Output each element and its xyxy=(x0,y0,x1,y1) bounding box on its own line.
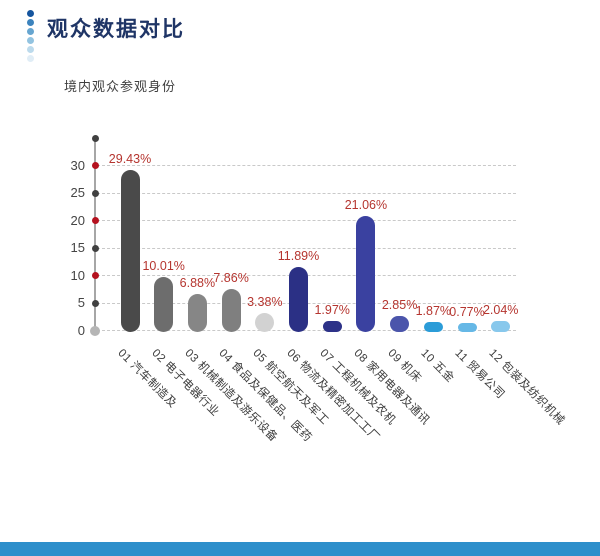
chart-title: 境内观众参观身份 xyxy=(64,79,177,94)
accent-dot-icon xyxy=(27,10,34,17)
y-axis-tick-label: 5 xyxy=(77,295,85,310)
bar xyxy=(289,267,308,332)
y-axis-tick-dot xyxy=(91,272,99,279)
gridline xyxy=(97,165,516,166)
y-axis-tick-label: 15 xyxy=(70,240,85,255)
bar-value-label: 21.06% xyxy=(344,198,388,212)
bar-value-label: 3.38% xyxy=(247,295,283,309)
accent-dot-icon xyxy=(27,46,34,53)
y-axis-tick-dot xyxy=(91,217,99,224)
y-axis-tick-label: 10 xyxy=(70,267,85,283)
bar xyxy=(390,316,410,332)
accent-dot-icon xyxy=(27,55,34,62)
gridline xyxy=(97,247,516,249)
bar xyxy=(120,170,140,332)
footer-bar xyxy=(0,542,600,556)
y-axis-tick-label: 25 xyxy=(70,185,85,200)
bar xyxy=(457,323,477,332)
y-axis-tick-label: 30 xyxy=(70,157,85,173)
y-axis-cap-dot xyxy=(91,134,99,142)
bar xyxy=(322,321,342,332)
bar xyxy=(356,216,376,332)
accent-dot-icon xyxy=(27,37,34,44)
accent-dot-icon xyxy=(27,28,34,35)
y-axis-tick-label: 0 xyxy=(77,322,85,338)
y-axis-tick-dot xyxy=(91,244,99,252)
bar-value-label: 0.77% xyxy=(449,305,485,319)
bar-value-label: 2.85% xyxy=(381,298,418,312)
y-axis-tick-dot xyxy=(91,189,99,197)
bar xyxy=(187,294,207,332)
bar-value-label: 11.89% xyxy=(277,249,320,263)
gridline xyxy=(97,330,516,331)
bar-value-label: 7.86% xyxy=(213,271,249,285)
title-accent-dots-icon xyxy=(27,10,35,64)
bar xyxy=(221,289,241,332)
x-axis-category-label: 10 五金 xyxy=(418,347,457,385)
y-axis-tick-dot xyxy=(91,299,99,307)
y-axis-tick-dot xyxy=(91,162,99,169)
bar xyxy=(154,277,174,332)
y-axis-tick-label: 20 xyxy=(70,212,85,228)
bar-value-label: 10.01% xyxy=(142,259,185,273)
page-title: 观众数据对比 xyxy=(47,18,185,41)
accent-dot-icon xyxy=(27,19,34,26)
bar xyxy=(491,321,511,332)
bar-value-label: 6.88% xyxy=(179,276,216,290)
bar-value-label: 2.04% xyxy=(482,303,519,317)
bar xyxy=(255,313,275,332)
y-axis-tick-dot xyxy=(90,325,100,336)
bar xyxy=(423,322,443,332)
bar-value-label: 1.97% xyxy=(314,303,350,317)
gridline xyxy=(97,220,516,221)
bar-value-label: 1.87% xyxy=(415,304,452,318)
gridline xyxy=(97,192,516,194)
y-axis-line xyxy=(94,137,96,334)
bar-value-label: 29.43% xyxy=(108,152,152,166)
